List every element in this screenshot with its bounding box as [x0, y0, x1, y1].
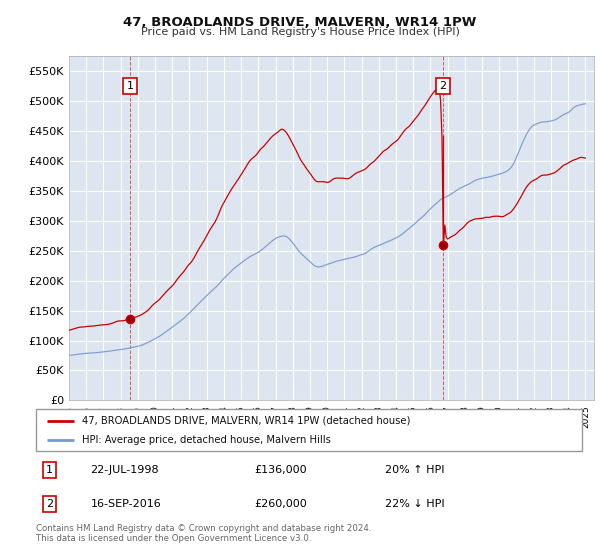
Text: Price paid vs. HM Land Registry's House Price Index (HPI): Price paid vs. HM Land Registry's House … [140, 27, 460, 37]
Text: 1: 1 [127, 81, 134, 91]
FancyBboxPatch shape [36, 409, 582, 451]
Text: 16-SEP-2016: 16-SEP-2016 [91, 498, 161, 508]
Text: 22-JUL-1998: 22-JUL-1998 [91, 465, 159, 475]
Text: HPI: Average price, detached house, Malvern Hills: HPI: Average price, detached house, Malv… [82, 435, 331, 445]
Text: 1: 1 [46, 465, 53, 475]
Text: £136,000: £136,000 [254, 465, 307, 475]
Text: Contains HM Land Registry data © Crown copyright and database right 2024.
This d: Contains HM Land Registry data © Crown c… [36, 524, 371, 543]
Text: 47, BROADLANDS DRIVE, MALVERN, WR14 1PW (detached house): 47, BROADLANDS DRIVE, MALVERN, WR14 1PW … [82, 416, 411, 426]
Text: 22% ↓ HPI: 22% ↓ HPI [385, 498, 445, 508]
Text: 47, BROADLANDS DRIVE, MALVERN, WR14 1PW: 47, BROADLANDS DRIVE, MALVERN, WR14 1PW [124, 16, 476, 29]
Text: 2: 2 [46, 498, 53, 508]
Text: 20% ↑ HPI: 20% ↑ HPI [385, 465, 445, 475]
Text: £260,000: £260,000 [254, 498, 307, 508]
Text: 2: 2 [439, 81, 446, 91]
